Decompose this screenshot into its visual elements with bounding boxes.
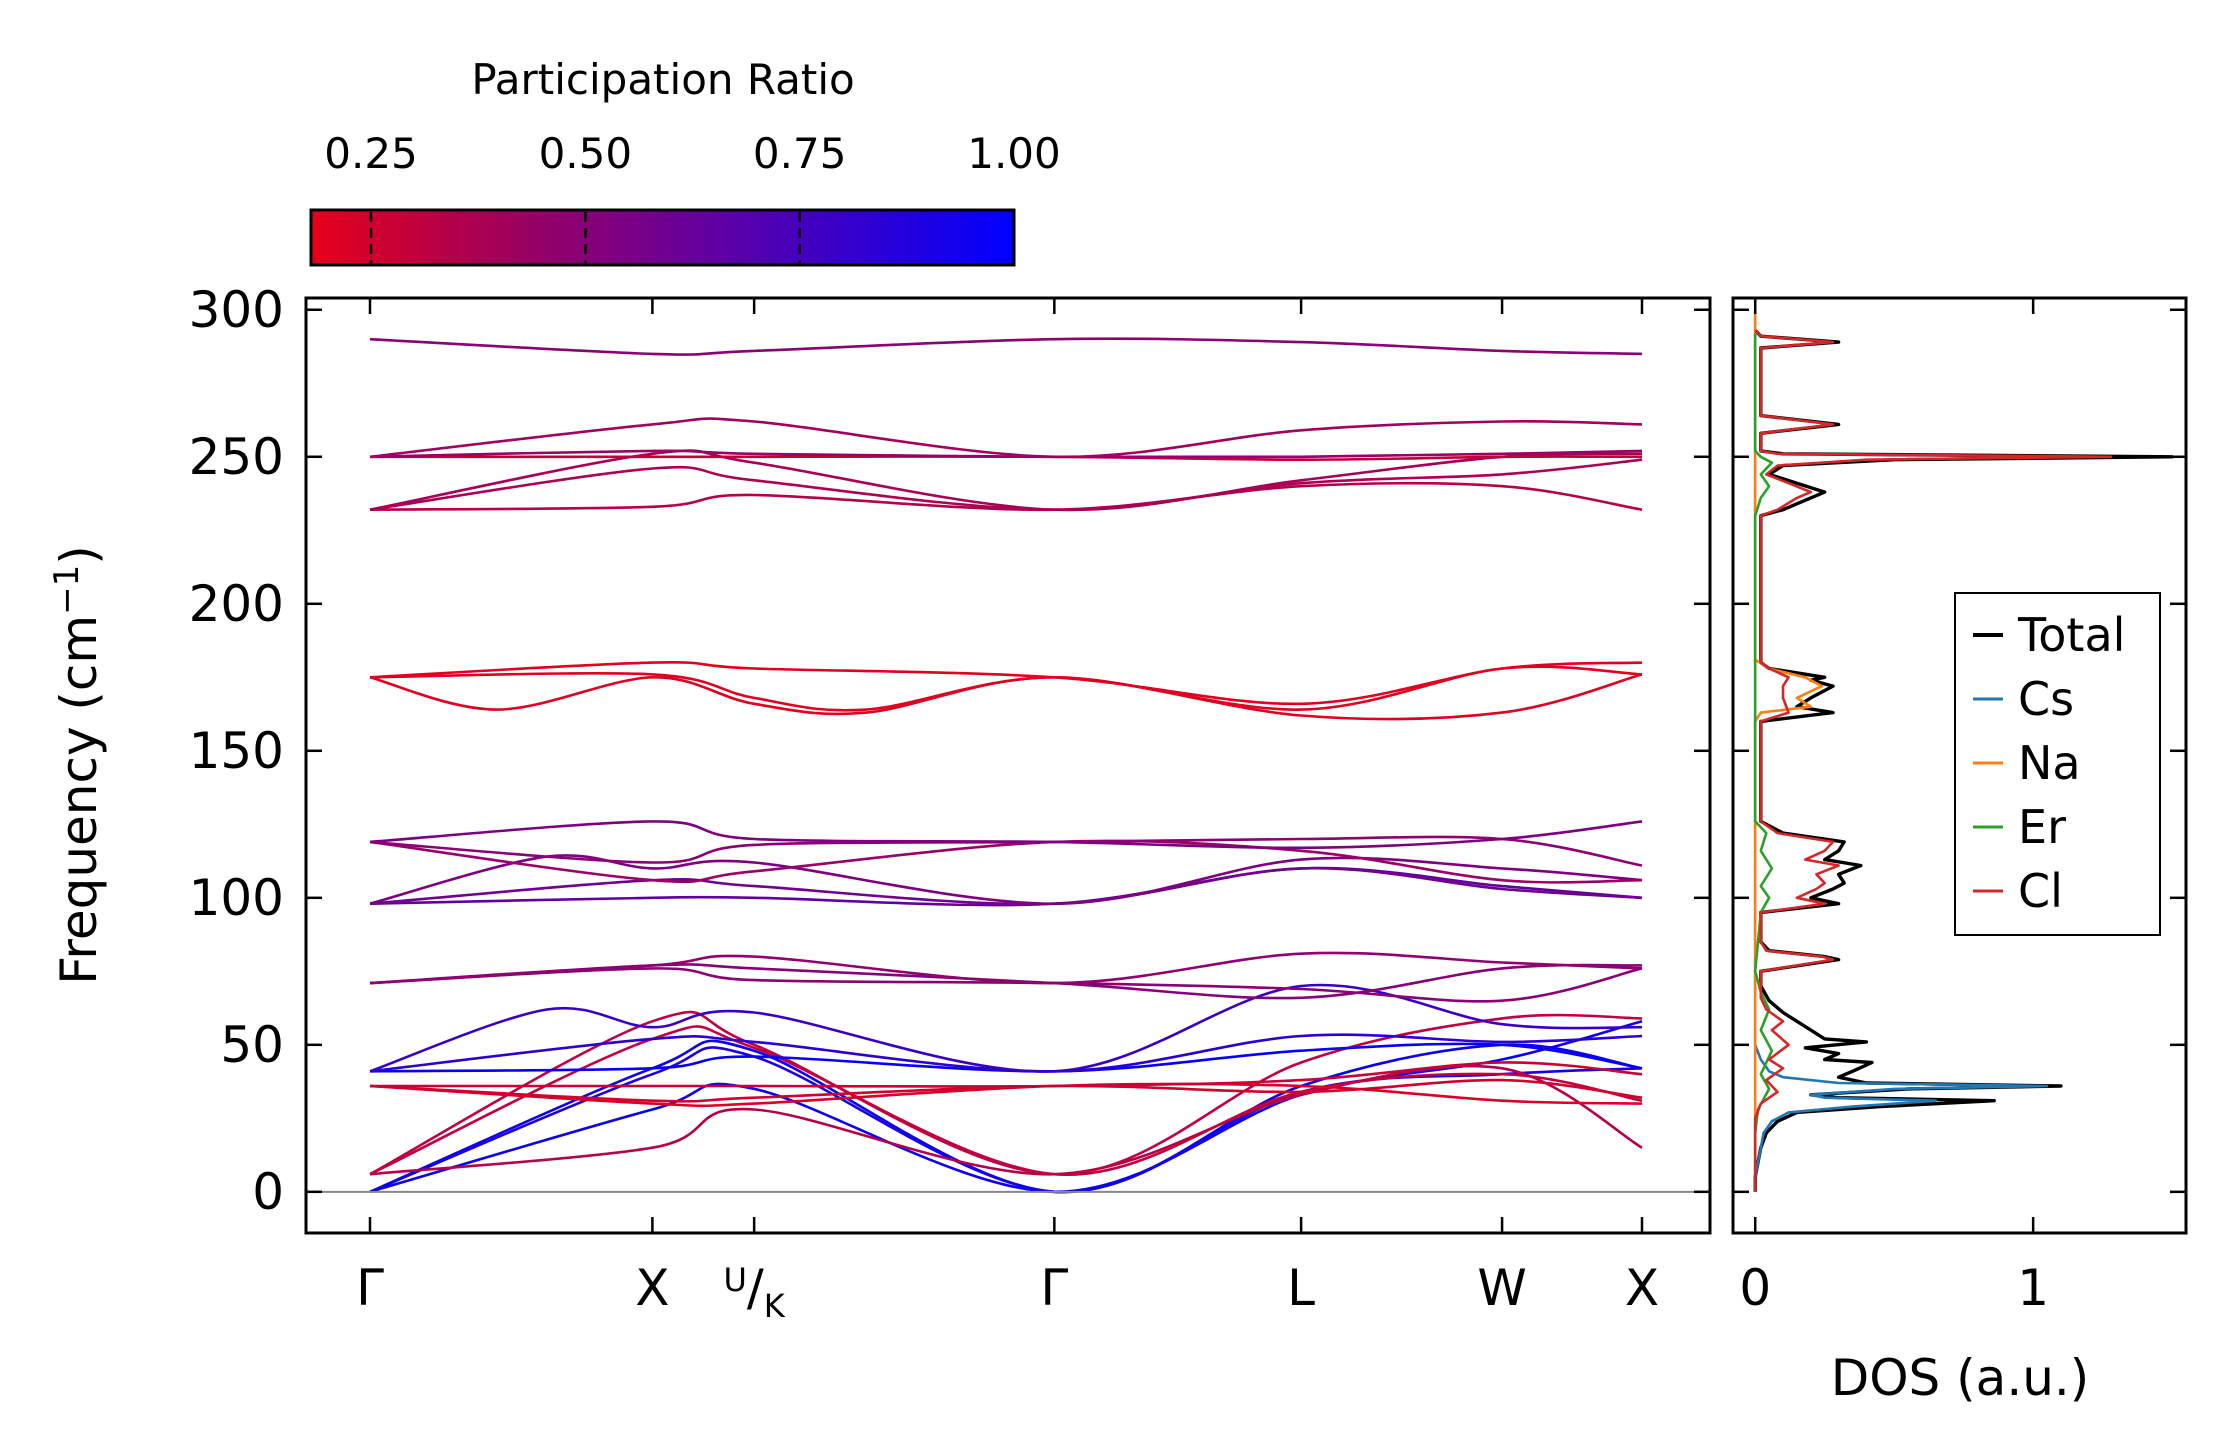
colorbar-tick-label: 0.75: [753, 129, 847, 178]
phonon-band-line: [369, 665, 1643, 712]
y-tick-label: 300: [189, 281, 284, 339]
phonon-band-line: [369, 337, 1643, 356]
dos-panel: 0 1 DOS (a.u.) Total Cs Na Er Cl: [1731, 296, 2188, 1407]
colorbar-title: Participation Ratio: [471, 55, 854, 104]
phonon-band-line: [369, 854, 1643, 906]
colorbar-tick-label: 0.50: [539, 129, 633, 178]
y-tick-label: 50: [220, 1016, 284, 1074]
colorbar-gradient: [309, 208, 1016, 267]
dos-line-cl: [1753, 329, 2113, 1192]
colorbar-tick-label: 1.00: [967, 129, 1061, 178]
k-point-label: Γ: [356, 1259, 384, 1317]
phonon-band-line: [369, 951, 1643, 985]
legend-label: Total: [2017, 608, 2125, 662]
dos-x-axis-label: DOS (a.u.): [1831, 1349, 2090, 1407]
k-point-label: X: [635, 1259, 669, 1317]
y-tick-label: 200: [189, 575, 284, 633]
phonon-band-line: [369, 673, 1643, 721]
phonon-band-line: [369, 417, 1643, 459]
dos-x-tick-label: 1: [2017, 1259, 2049, 1317]
phonon-band-line: [369, 1061, 1643, 1088]
phonon-band-line: [369, 449, 1643, 512]
k-point-label: U/K: [724, 1259, 786, 1325]
y-tick-label: 250: [189, 428, 284, 486]
phonon-band-line: [369, 967, 1643, 1003]
legend-label: Na: [2018, 736, 2081, 790]
legend-label: Er: [2018, 800, 2066, 854]
dos-line-er: [1753, 333, 1774, 1192]
dos-line-cs: [1753, 309, 2049, 1192]
phonon-band-line: [369, 1010, 1643, 1176]
dos-frame: [1731, 296, 2188, 1235]
legend-label: Cs: [2018, 672, 2074, 726]
y-tick-label: 100: [189, 869, 284, 927]
colorbar: Participation Ratio 0.25 0.50 0.75 1.00: [309, 55, 1061, 267]
k-point-label: X: [1625, 1259, 1659, 1317]
dos-legend: Total Cs Na Er Cl: [1954, 592, 2161, 936]
phonon-band-line: [369, 820, 1643, 850]
k-point-label: W: [1477, 1259, 1526, 1317]
legend-label: Cl: [2018, 864, 2063, 918]
k-point-label: Γ: [1040, 1259, 1068, 1317]
band-frame: [304, 296, 1712, 1235]
band-structure-panel: 0 50 100 150 200 250 300 Γ X U/K Γ L W X Frequency (…: [47, 281, 1712, 1325]
phonon-band-line: [369, 1039, 1643, 1194]
y-axis-label: Frequency (cm−1): [47, 545, 108, 985]
phonon-band-line: [369, 983, 1643, 1073]
y-tick-label: 150: [189, 722, 284, 780]
y-tick-label: 0: [252, 1163, 284, 1221]
k-point-label: L: [1287, 1259, 1315, 1317]
phonon-band-line: [369, 839, 1643, 884]
colorbar-tick-label: 0.25: [324, 129, 418, 178]
dos-line-na: [1753, 309, 1824, 1192]
dos-x-tick-label: 0: [1739, 1259, 1771, 1317]
phonon-band-line: [369, 661, 1643, 706]
